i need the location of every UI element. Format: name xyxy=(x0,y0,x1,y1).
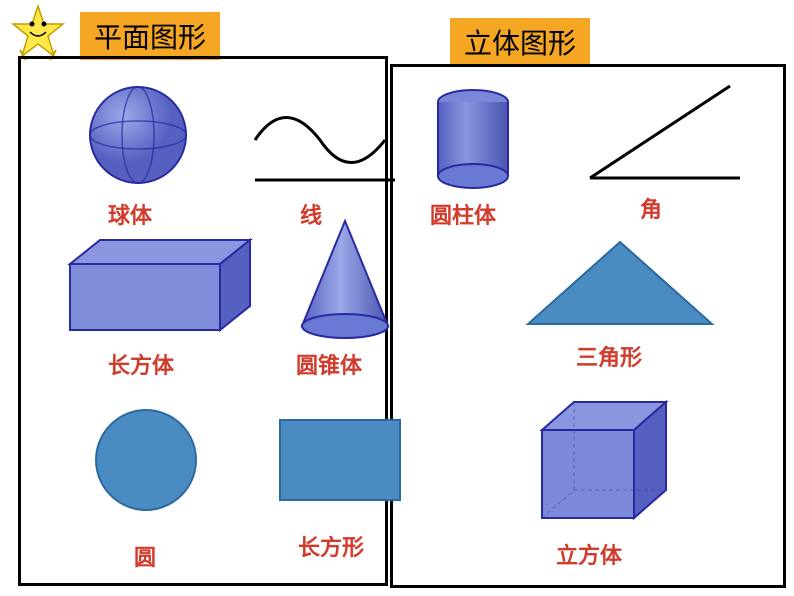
cone-shape xyxy=(290,216,400,346)
line-shape xyxy=(250,90,400,190)
triangle-shape xyxy=(520,236,720,332)
header-left: 平面图形 xyxy=(80,12,220,60)
angle-shape xyxy=(580,78,750,188)
header-left-text: 平面图形 xyxy=(94,23,206,54)
star-icon xyxy=(8,2,68,62)
header-right: 立体图形 xyxy=(450,18,590,66)
rectangle-shape xyxy=(276,416,406,506)
angle-label: 角 xyxy=(640,192,662,224)
header-right-text: 立体图形 xyxy=(464,29,576,60)
cuboid-shape xyxy=(60,230,260,350)
cylinder-label: 圆柱体 xyxy=(430,198,496,230)
cone-label: 圆锥体 xyxy=(296,348,362,380)
sphere-shape xyxy=(80,80,196,196)
cuboid-label: 长方体 xyxy=(108,348,174,380)
circle-shape xyxy=(92,406,202,516)
cube-shape xyxy=(530,390,680,530)
rectangle-label: 长方形 xyxy=(298,530,364,562)
triangle-label: 三角形 xyxy=(576,340,642,372)
cube-label: 立方体 xyxy=(556,538,622,570)
circle-label: 圆 xyxy=(134,540,156,572)
sphere-label: 球体 xyxy=(108,198,152,230)
cylinder-shape xyxy=(428,86,518,196)
